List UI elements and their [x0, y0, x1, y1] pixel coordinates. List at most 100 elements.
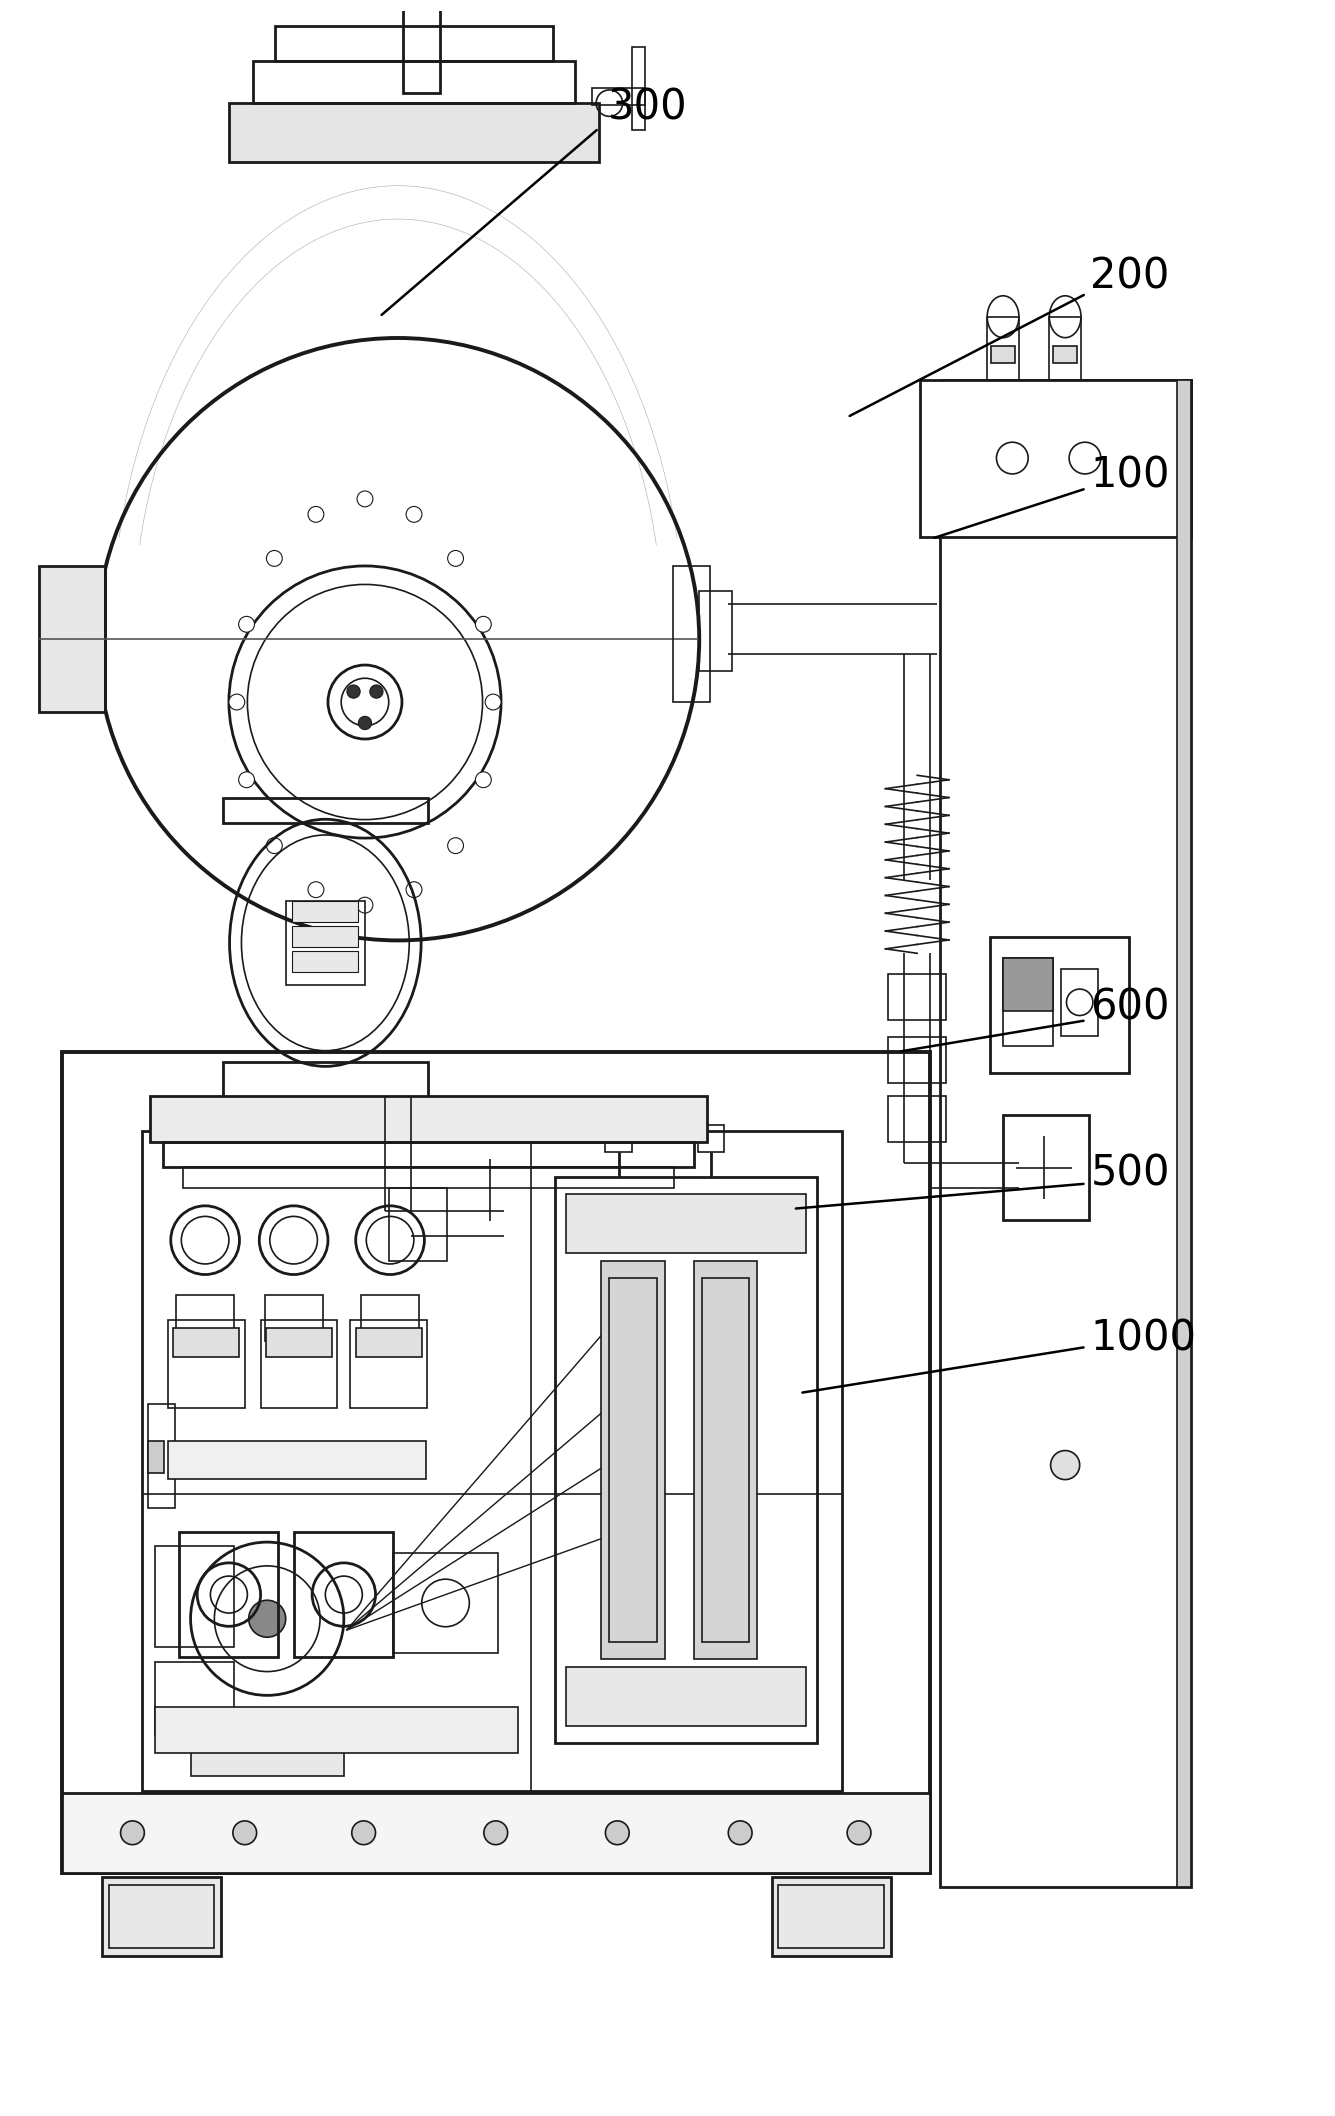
Bar: [150, 1096, 706, 1143]
Bar: [292, 952, 358, 971]
Bar: [108, 1885, 215, 1949]
Bar: [63, 1052, 930, 1873]
Bar: [174, 1329, 239, 1358]
Circle shape: [347, 686, 360, 698]
Circle shape: [356, 491, 372, 508]
Circle shape: [447, 838, 463, 853]
Bar: [168, 1320, 244, 1407]
Bar: [275, 25, 553, 61]
Circle shape: [406, 506, 422, 523]
Circle shape: [351, 1822, 375, 1845]
Text: 600: 600: [1091, 986, 1169, 1028]
Bar: [148, 1403, 175, 1509]
Bar: [292, 901, 358, 923]
Bar: [702, 1278, 749, 1642]
Bar: [778, 1885, 884, 1949]
Bar: [264, 1295, 323, 1342]
Bar: [155, 1547, 234, 1646]
Circle shape: [475, 616, 491, 633]
Bar: [940, 379, 1191, 1887]
Bar: [698, 1126, 725, 1153]
Bar: [593, 89, 645, 106]
Bar: [294, 1532, 392, 1657]
Bar: [605, 1126, 631, 1153]
Bar: [920, 379, 1191, 537]
Bar: [555, 1176, 817, 1744]
Bar: [1053, 347, 1077, 362]
Circle shape: [308, 882, 324, 897]
Circle shape: [248, 1600, 286, 1638]
Circle shape: [475, 772, 491, 787]
Bar: [987, 317, 1019, 379]
Bar: [148, 1441, 164, 1473]
Bar: [228, 104, 599, 161]
Bar: [142, 1132, 842, 1790]
Bar: [286, 901, 364, 984]
Bar: [101, 1877, 222, 1957]
Bar: [63, 1792, 930, 1873]
Circle shape: [356, 897, 372, 914]
Circle shape: [239, 772, 255, 787]
Text: 100: 100: [1091, 455, 1169, 497]
Bar: [355, 1329, 422, 1358]
Circle shape: [358, 717, 371, 730]
Text: 300: 300: [607, 87, 688, 129]
Bar: [179, 1532, 278, 1657]
Circle shape: [485, 694, 501, 711]
Circle shape: [848, 1822, 870, 1845]
Circle shape: [1051, 1452, 1080, 1479]
Circle shape: [406, 882, 422, 897]
Bar: [566, 1193, 806, 1253]
Bar: [1049, 317, 1081, 379]
Bar: [888, 1096, 947, 1143]
Circle shape: [370, 686, 383, 698]
Bar: [991, 347, 1015, 362]
Bar: [176, 1295, 234, 1342]
Bar: [1003, 959, 1053, 1045]
Bar: [360, 1295, 419, 1342]
Text: 500: 500: [1091, 1153, 1169, 1193]
Bar: [673, 565, 710, 703]
Bar: [772, 1877, 890, 1957]
Circle shape: [120, 1822, 144, 1845]
Bar: [183, 1166, 674, 1187]
Bar: [163, 1143, 694, 1166]
Bar: [266, 1329, 332, 1358]
Bar: [223, 798, 427, 823]
Bar: [1061, 969, 1099, 1037]
Circle shape: [267, 838, 282, 853]
Bar: [1177, 379, 1191, 1887]
Bar: [39, 565, 104, 713]
Bar: [168, 1441, 426, 1479]
Bar: [252, 61, 575, 104]
Bar: [1003, 959, 1053, 1011]
Bar: [292, 927, 358, 948]
Circle shape: [483, 1822, 507, 1845]
Bar: [1003, 1115, 1089, 1221]
Bar: [609, 1278, 657, 1642]
Circle shape: [228, 694, 244, 711]
Bar: [392, 1553, 498, 1653]
Bar: [350, 1320, 427, 1407]
Circle shape: [605, 1822, 629, 1845]
Bar: [888, 1037, 947, 1083]
Bar: [260, 1320, 338, 1407]
Bar: [700, 590, 732, 671]
Circle shape: [308, 506, 324, 523]
Text: 200: 200: [1091, 256, 1169, 298]
Text: 1000: 1000: [1091, 1318, 1196, 1361]
Bar: [388, 1187, 447, 1261]
Bar: [694, 1261, 757, 1659]
Bar: [155, 1661, 234, 1735]
Bar: [602, 1261, 665, 1659]
Bar: [223, 1062, 427, 1100]
Bar: [155, 1708, 518, 1754]
Bar: [888, 973, 947, 1020]
Bar: [191, 1722, 344, 1775]
Bar: [403, 0, 441, 93]
Bar: [566, 1667, 806, 1727]
Circle shape: [239, 616, 255, 633]
Circle shape: [729, 1822, 752, 1845]
Circle shape: [447, 550, 463, 567]
Circle shape: [267, 550, 282, 567]
